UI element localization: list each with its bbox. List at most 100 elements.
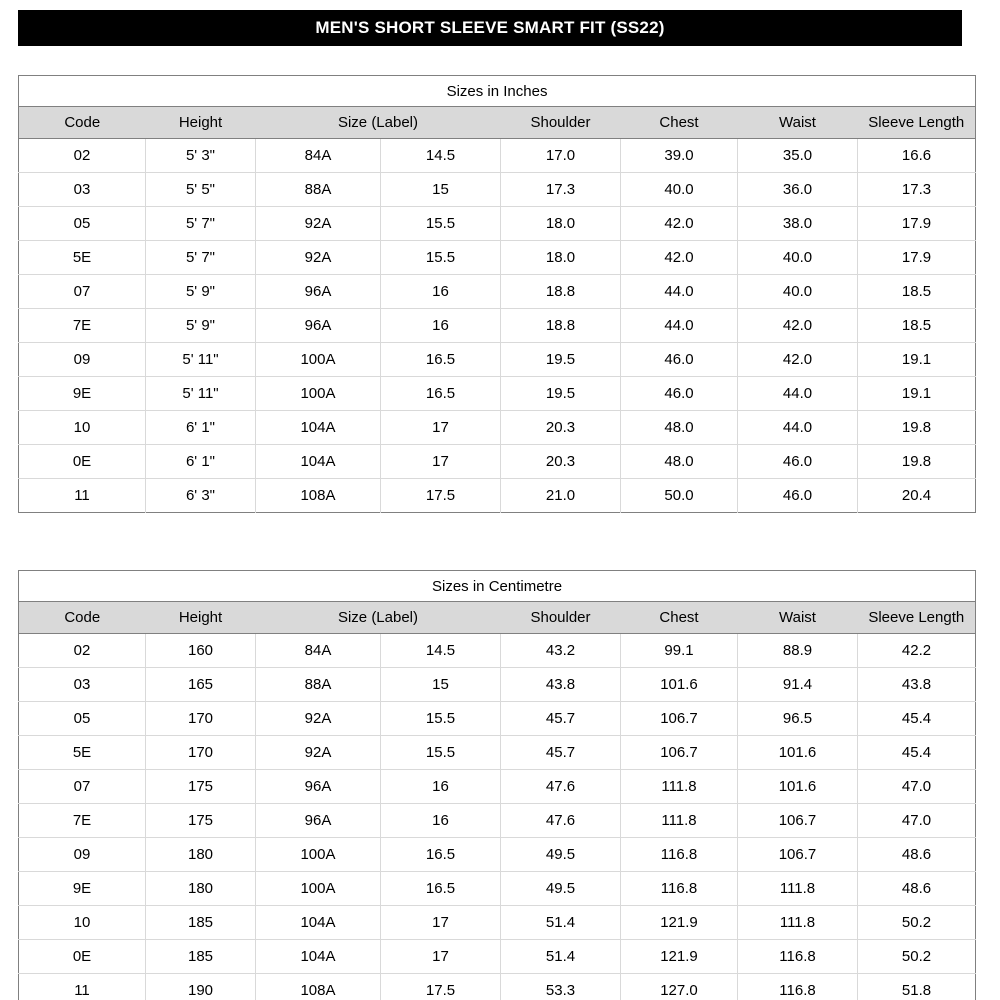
cell-sleeve-length: 45.4 (857, 701, 976, 736)
cell-size-number: 15.5 (380, 701, 501, 736)
table-row: 09 180 100A 16.5 49.5 116.8 106.7 48.6 (18, 837, 976, 872)
cell-sleeve-length: 50.2 (857, 939, 976, 974)
cell-shoulder: 19.5 (500, 342, 621, 377)
cell-height: 175 (145, 769, 256, 804)
cell-waist: 42.0 (737, 342, 858, 377)
cell-shoulder: 47.6 (500, 769, 621, 804)
cell-height: 170 (145, 701, 256, 736)
cell-size-label: 92A (255, 701, 381, 736)
cell-size-number: 17 (380, 939, 501, 974)
cell-height: 190 (145, 973, 256, 1000)
cell-sleeve-length: 18.5 (857, 308, 976, 343)
table-row: 7E 5' 9" 96A 16 18.8 44.0 42.0 18.5 (18, 308, 976, 343)
table-row: 02 160 84A 14.5 43.2 99.1 88.9 42.2 (18, 633, 976, 668)
cell-size-number: 16 (380, 274, 501, 309)
cell-sleeve-length: 48.6 (857, 837, 976, 872)
cell-shoulder: 20.3 (500, 444, 621, 479)
cell-waist: 40.0 (737, 274, 858, 309)
cell-chest: 111.8 (620, 769, 738, 804)
cell-sleeve-length: 51.8 (857, 973, 976, 1000)
cell-waist: 46.0 (737, 478, 858, 513)
table-row: 02 5' 3" 84A 14.5 17.0 39.0 35.0 16.6 (18, 138, 976, 173)
cell-height: 5' 3" (145, 138, 256, 173)
cell-shoulder: 18.8 (500, 274, 621, 309)
cell-chest: 44.0 (620, 274, 738, 309)
cell-waist: 36.0 (737, 172, 858, 207)
cell-chest: 48.0 (620, 410, 738, 445)
cell-shoulder: 49.5 (500, 837, 621, 872)
cell-code: 5E (18, 240, 146, 275)
cell-code: 10 (18, 410, 146, 445)
cell-chest: 111.8 (620, 803, 738, 838)
cell-code: 7E (18, 308, 146, 343)
cell-waist: 35.0 (737, 138, 858, 173)
cell-chest: 127.0 (620, 973, 738, 1000)
cell-code: 09 (18, 837, 146, 872)
cell-sleeve-length: 17.9 (857, 206, 976, 241)
cell-shoulder: 20.3 (500, 410, 621, 445)
cell-waist: 42.0 (737, 308, 858, 343)
cell-waist: 106.7 (737, 803, 858, 838)
table-row: 10 185 104A 17 51.4 121.9 111.8 50.2 (18, 905, 976, 940)
cell-chest: 40.0 (620, 172, 738, 207)
cell-height: 185 (145, 939, 256, 974)
cell-chest: 42.0 (620, 240, 738, 275)
cell-size-label: 96A (255, 803, 381, 838)
table-row: 11 6' 3" 108A 17.5 21.0 50.0 46.0 20.4 (18, 478, 976, 513)
cell-waist: 46.0 (737, 444, 858, 479)
sizes-in-centimetre-table: Sizes in Centimetre Code Height Size (La… (18, 570, 977, 1000)
cell-height: 5' 7" (145, 206, 256, 241)
table-row: 09 5' 11" 100A 16.5 19.5 46.0 42.0 19.1 (18, 342, 976, 377)
cell-height: 6' 1" (145, 410, 256, 445)
cell-waist: 101.6 (737, 769, 858, 804)
cell-sleeve-length: 18.5 (857, 274, 976, 309)
column-header-chest: Chest (620, 106, 738, 139)
cell-code: 03 (18, 172, 146, 207)
table-body: 02 160 84A 14.5 43.2 99.1 88.9 42.2 03 165 88A 15 43… (18, 633, 976, 1000)
cell-height: 180 (145, 837, 256, 872)
cell-waist: 44.0 (737, 376, 858, 411)
cell-shoulder: 51.4 (500, 905, 621, 940)
cell-size-number: 15.5 (380, 206, 501, 241)
column-header-waist: Waist (737, 601, 858, 634)
column-header-size-label: Size (Label) (255, 601, 501, 634)
cell-size-label: 88A (255, 172, 381, 207)
cell-chest: 116.8 (620, 871, 738, 906)
cell-chest: 116.8 (620, 837, 738, 872)
cell-shoulder: 18.8 (500, 308, 621, 343)
cell-size-label: 96A (255, 308, 381, 343)
cell-sleeve-length: 43.8 (857, 667, 976, 702)
cell-size-number: 15 (380, 667, 501, 702)
cell-shoulder: 17.0 (500, 138, 621, 173)
cell-size-number: 15.5 (380, 240, 501, 275)
column-header-code: Code (18, 601, 146, 634)
cell-code: 05 (18, 206, 146, 241)
cell-size-label: 100A (255, 837, 381, 872)
table-title: Sizes in Inches (18, 75, 976, 107)
cell-height: 180 (145, 871, 256, 906)
cell-height: 5' 9" (145, 274, 256, 309)
cell-sleeve-length: 19.8 (857, 410, 976, 445)
cell-sleeve-length: 20.4 (857, 478, 976, 513)
cell-waist: 40.0 (737, 240, 858, 275)
cell-size-label: 84A (255, 138, 381, 173)
cell-size-label: 96A (255, 769, 381, 804)
cell-height: 5' 11" (145, 342, 256, 377)
cell-size-label: 108A (255, 478, 381, 513)
cell-sleeve-length: 50.2 (857, 905, 976, 940)
cell-size-label: 96A (255, 274, 381, 309)
table-title-row: Sizes in Inches (18, 75, 976, 107)
cell-shoulder: 43.2 (500, 633, 621, 668)
column-header-shoulder: Shoulder (500, 601, 621, 634)
table-row: 05 5' 7" 92A 15.5 18.0 42.0 38.0 17.9 (18, 206, 976, 241)
cell-shoulder: 47.6 (500, 803, 621, 838)
cell-sleeve-length: 48.6 (857, 871, 976, 906)
table-header-row: Code Height Size (Label) Shoulder Chest … (18, 601, 976, 634)
cell-size-number: 17 (380, 905, 501, 940)
column-header-size-label: Size (Label) (255, 106, 501, 139)
cell-shoulder: 17.3 (500, 172, 621, 207)
cell-size-label: 104A (255, 410, 381, 445)
cell-code: 07 (18, 769, 146, 804)
cell-height: 170 (145, 735, 256, 770)
